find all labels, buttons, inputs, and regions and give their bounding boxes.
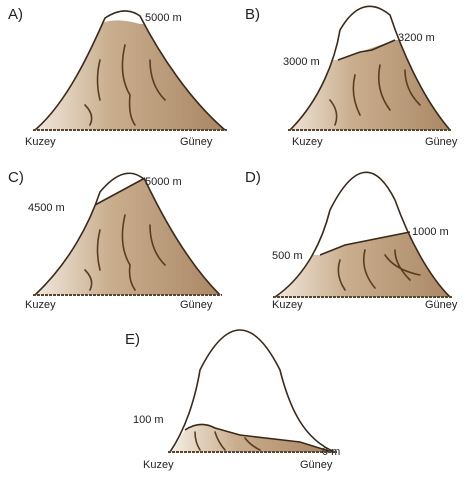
altitude-label: 3200 m [398,32,435,44]
option-label: B) [245,6,260,23]
south-label: Güney [180,136,213,148]
option-label: D) [245,169,261,186]
mountain-c [33,172,222,296]
altitude-label: 4500 m [28,202,65,214]
option-label: C) [8,169,24,186]
altitude-label: 5000 m [145,12,182,24]
south-label: Güney [180,299,213,311]
option-label: E) [125,331,140,348]
altitude-label: 0 m [322,446,340,458]
altitude-label: 100 m [133,414,164,426]
mountain-a [33,10,227,131]
south-label: Güney [300,459,333,471]
south-label: Güney [425,136,458,148]
option-label: A) [8,6,23,23]
north-label: Kuzey [292,136,323,148]
north-label: Kuzey [143,459,174,471]
north-label: Kuzey [25,299,56,311]
mountain-b [288,5,452,131]
mountain-e [168,329,337,453]
north-label: Kuzey [25,136,56,148]
altitude-label: 1000 m [412,226,449,238]
altitude-label: 5000 m [145,176,182,188]
altitude-label: 500 m [272,250,303,262]
north-label: Kuzey [272,299,303,311]
altitude-label: 3000 m [283,56,320,68]
south-label: Güney [425,299,458,311]
mountain-d [273,171,452,298]
